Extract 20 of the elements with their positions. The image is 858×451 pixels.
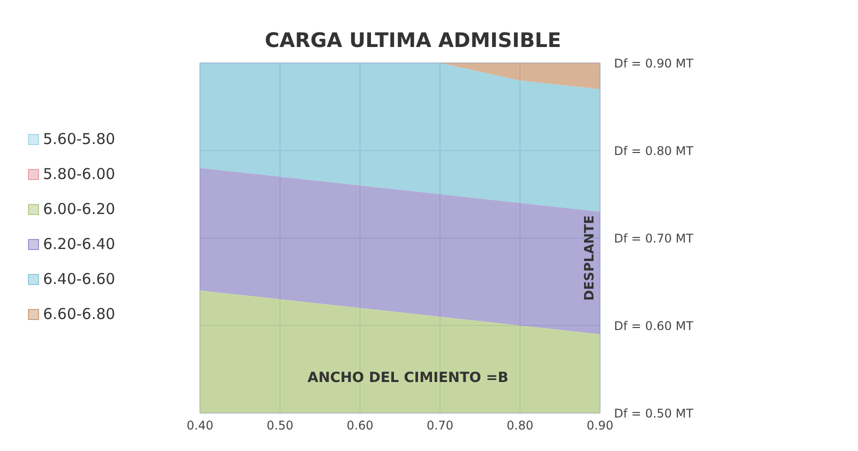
y-tick-label: Df = 0.70 MT — [614, 231, 694, 246]
y-tick-label: Df = 0.50 MT — [614, 406, 694, 420]
y-tick-label: Df = 0.90 MT — [614, 56, 694, 70]
x-axis-title: ANCHO DEL CIMIENTO =B — [306, 370, 510, 386]
legend-label: 6.20-6.40 — [42, 235, 116, 253]
x-tick-label: 0.80 — [506, 418, 534, 433]
y-axis-title: DESPLANTE — [582, 215, 598, 301]
x-tick-label: 0.50 — [266, 418, 294, 433]
x-tick-label: 0.60 — [346, 418, 374, 433]
x-tick-label: 0.90 — [586, 418, 614, 433]
legend-label: 6.40-6.60 — [42, 270, 116, 288]
x-tick-label: 0.40 — [186, 418, 214, 433]
legend-label: 5.60-5.80 — [42, 130, 116, 148]
legend-label: 6.60-6.80 — [42, 305, 116, 323]
y-tick-label: Df = 0.60 MT — [614, 318, 694, 333]
legend-label: 5.80-6.00 — [42, 165, 116, 183]
x-tick-label: 0.70 — [426, 418, 454, 433]
legend-label: 6.00-6.20 — [42, 200, 116, 218]
chart-title: CARGA ULTIMA ADMISIBLE — [264, 28, 562, 52]
y-tick-label: Df = 0.80 MT — [614, 144, 694, 158]
